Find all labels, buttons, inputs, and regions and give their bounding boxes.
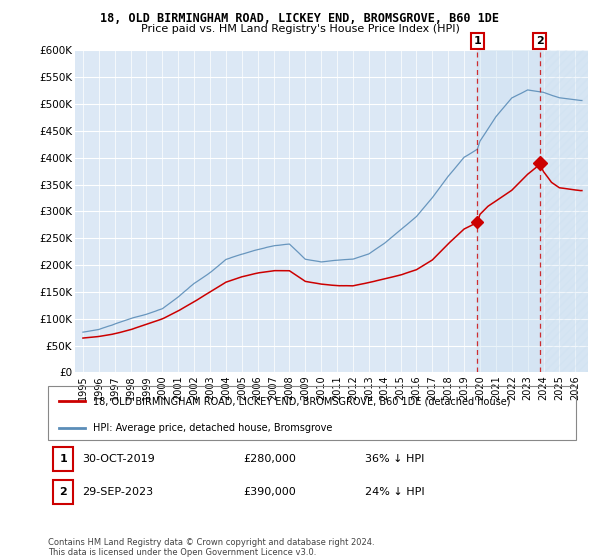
Text: Price paid vs. HM Land Registry's House Price Index (HPI): Price paid vs. HM Land Registry's House … — [140, 24, 460, 34]
Text: 1: 1 — [59, 454, 67, 464]
Text: 29-SEP-2023: 29-SEP-2023 — [82, 487, 154, 497]
Bar — [539, 50, 588, 372]
Text: 2: 2 — [536, 36, 544, 46]
Text: HPI: Average price, detached house, Bromsgrove: HPI: Average price, detached house, Brom… — [93, 423, 332, 433]
Text: 36% ↓ HPI: 36% ↓ HPI — [365, 454, 424, 464]
Text: 24% ↓ HPI: 24% ↓ HPI — [365, 487, 424, 497]
Bar — [53, 480, 73, 505]
Text: Contains HM Land Registry data © Crown copyright and database right 2024.
This d: Contains HM Land Registry data © Crown c… — [48, 538, 374, 557]
Text: 30-OCT-2019: 30-OCT-2019 — [82, 454, 155, 464]
Text: £280,000: £280,000 — [244, 454, 296, 464]
Bar — [478, 50, 539, 372]
Text: 1: 1 — [473, 36, 481, 46]
Text: £390,000: £390,000 — [244, 487, 296, 497]
Text: 2: 2 — [59, 487, 67, 497]
Text: 18, OLD BIRMINGHAM ROAD, LICKEY END, BROMSGROVE, B60 1DE: 18, OLD BIRMINGHAM ROAD, LICKEY END, BRO… — [101, 12, 499, 25]
Text: 18, OLD BIRMINGHAM ROAD, LICKEY END, BROMSGROVE, B60 1DE (detached house): 18, OLD BIRMINGHAM ROAD, LICKEY END, BRO… — [93, 396, 511, 407]
Bar — [53, 447, 73, 471]
